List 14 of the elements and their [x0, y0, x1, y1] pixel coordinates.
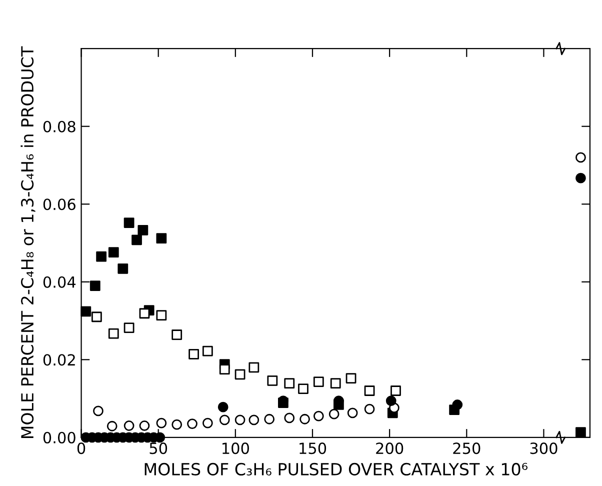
y-tick-label: 0.00	[43, 432, 76, 444]
y-tick-label: 0.04	[43, 276, 76, 288]
x-tick-label: 0	[77, 442, 86, 454]
x-tick-label: 50	[150, 442, 168, 454]
x-tick-label: 200	[376, 442, 404, 454]
y-axis-title: MOLE PERCENT 2-C₄H₈ or 1,3-C₄H₆ in PRODUCT	[20, 46, 36, 438]
x-tick-label: 250	[453, 442, 480, 454]
x-tick-label: 150	[300, 442, 326, 454]
y-tick-label: 0.02	[43, 354, 75, 366]
y-tick-label: 0.06	[43, 198, 76, 210]
x-tick-label: 300	[530, 442, 558, 454]
x-tick-label: 100	[222, 442, 249, 454]
x-axis-title: MOLES OF C₃H₆ PULSED OVER CATALYST x 10⁶	[144, 462, 528, 476]
y-tick-label: 0.08	[43, 120, 76, 132]
